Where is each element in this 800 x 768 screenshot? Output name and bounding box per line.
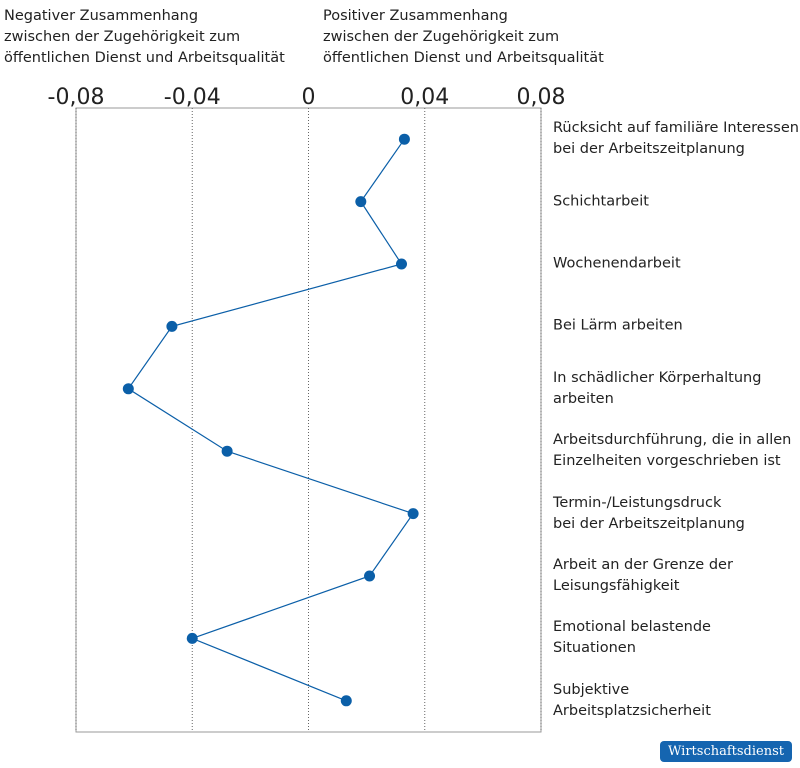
data-point bbox=[186, 632, 198, 644]
category-label: Schichtarbeit bbox=[553, 193, 649, 210]
x-tick-label: 0,04 bbox=[400, 85, 449, 110]
category-label: Rücksicht auf familiäre Interessen bei d… bbox=[553, 120, 799, 158]
category-label: Bei Lärm arbeiten bbox=[553, 317, 683, 334]
category-label: In schädlicher Körperhaltung arbeiten bbox=[553, 369, 762, 407]
annotation: Negativer Zusammenhang zwischen der Zuge… bbox=[4, 8, 285, 66]
data-point bbox=[122, 383, 134, 395]
category-label: Emotional belastende Situationen bbox=[553, 619, 711, 657]
data-point bbox=[221, 445, 233, 457]
data-line bbox=[127, 138, 415, 702]
category-label: Subjektive Arbeitsplatzsicherheit bbox=[553, 681, 711, 719]
category-label: Arbeit an der Grenze der Leisungsfähigke… bbox=[553, 557, 733, 594]
source-badge: Wirtschaftsdienst bbox=[660, 741, 792, 762]
data-point bbox=[166, 320, 178, 332]
data-point bbox=[407, 508, 419, 520]
data-point bbox=[355, 196, 367, 208]
x-tick-label: -0,04 bbox=[164, 85, 221, 110]
category-label: Arbeitsdurchführung, die in allen Einzel… bbox=[553, 432, 792, 470]
data-point bbox=[398, 133, 410, 145]
data-point bbox=[396, 258, 407, 270]
data-point bbox=[364, 570, 376, 582]
category-label: Wochenendarbeit bbox=[553, 255, 681, 272]
category-label: Termin-/Leistungsdruck bei der Arbeitsze… bbox=[553, 494, 745, 532]
data-point bbox=[340, 695, 352, 707]
x-tick-label: 0,08 bbox=[517, 85, 566, 110]
x-tick-label: -0,08 bbox=[48, 85, 105, 110]
x-tick-label: 0 bbox=[302, 85, 316, 110]
annotation: Positiver Zusammenhang zwischen der Zuge… bbox=[323, 8, 604, 66]
